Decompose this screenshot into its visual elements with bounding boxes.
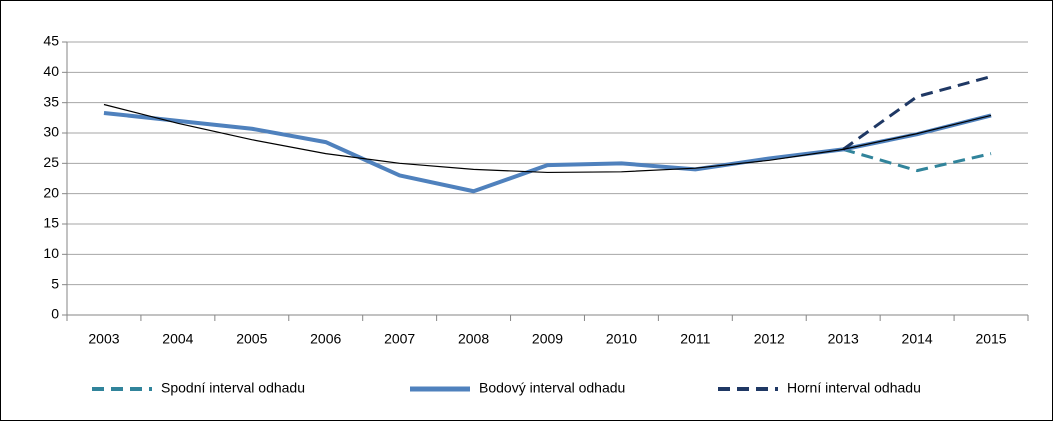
y-tick-label: 45: [43, 33, 59, 49]
series-line: [842, 147, 992, 173]
x-tick-label: 2010: [606, 331, 637, 347]
y-tick-label: 40: [43, 63, 59, 79]
y-tick-label: 0: [51, 306, 59, 322]
x-tick-label: 2014: [902, 331, 933, 347]
x-tick-label: 2008: [458, 331, 489, 347]
y-tick-label: 5: [51, 275, 59, 291]
y-tick-label: 35: [43, 93, 59, 109]
y-tick-label: 20: [43, 184, 59, 200]
y-tick-label: 15: [43, 215, 59, 231]
series-line: [842, 75, 992, 151]
x-tick-label: 2003: [88, 331, 119, 347]
x-tick-label: 2007: [384, 331, 415, 347]
x-tick-label: 2009: [532, 331, 563, 347]
legend-label: Spodní interval odhadu: [161, 380, 305, 396]
x-tick-label: 2013: [828, 331, 859, 347]
x-tick-label: 2015: [975, 331, 1006, 347]
x-tick-label: 2004: [162, 331, 193, 347]
x-tick-label: 2012: [754, 331, 785, 347]
x-tick-label: 2011: [680, 331, 710, 347]
y-tick-label: 10: [43, 245, 59, 261]
legend-label: Bodový interval odhadu: [479, 380, 625, 396]
y-tick-label: 25: [43, 154, 59, 170]
trend-line: [103, 103, 992, 174]
x-tick-label: 2006: [310, 331, 341, 347]
legend-label: Horní interval odhadu: [787, 380, 921, 396]
x-tick-label: 2005: [236, 331, 267, 347]
y-tick-label: 30: [43, 124, 59, 140]
